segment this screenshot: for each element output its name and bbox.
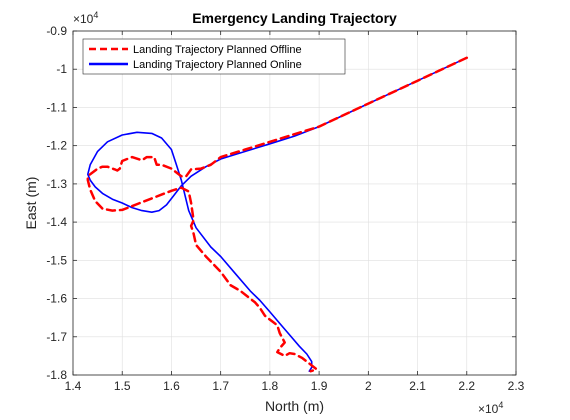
x-tick-label: 2 [365, 379, 372, 393]
x-tick-label: 1.9 [311, 379, 328, 393]
x-tick-label: 1.5 [114, 379, 131, 393]
legend-label-online: Landing Trajectory Planned Online [133, 59, 302, 71]
svg-text:×104: ×104 [478, 400, 503, 416]
x-tick-label: 1.8 [262, 379, 279, 393]
legend: Landing Trajectory Planned Offline Landi… [82, 38, 346, 75]
x-tick-label: 1.4 [65, 379, 82, 393]
legend-label-offline: Landing Trajectory Planned Offline [133, 44, 302, 56]
x-exponent-base: ×10 [478, 402, 499, 416]
y-exponent-power: 4 [93, 10, 98, 20]
legend-box [82, 38, 346, 75]
axes-frame [72, 30, 517, 376]
x-exponent: ×104 [478, 400, 503, 416]
x-tick-label: 2.1 [409, 379, 426, 393]
svg-text:×104: ×104 [73, 10, 98, 26]
y-exponent-base: ×10 [73, 12, 94, 26]
y-exponent: ×104 [73, 10, 98, 26]
series-group [86, 56, 469, 373]
trajectory-offline-line [86, 56, 469, 373]
chart-title: Emergency Landing Trajectory [192, 10, 397, 26]
y-axis-label: East (m) [23, 177, 39, 230]
y-tick-label: -1.7 [46, 330, 67, 344]
x-tick-label: 1.7 [212, 379, 229, 393]
y-tick-label: -1.1 [46, 100, 67, 114]
y-tick-label: -1.4 [46, 215, 67, 229]
x-tick-label: 1.6 [163, 379, 180, 393]
x-exponent-power: 4 [498, 400, 503, 410]
ticks: 1.4 1.5 1.6 1.7 1.8 1.9 2 2.1 2.2 2.3 -0.9 -1 -1.1 -1… [46, 24, 524, 393]
plot-area [73, 31, 516, 375]
y-tick-label: -1.6 [46, 292, 67, 306]
y-tick-label: -1.2 [46, 139, 67, 153]
y-tick-label: -1 [56, 62, 67, 76]
x-tick-label: 2.3 [508, 379, 525, 393]
y-tick-label: -1.5 [46, 253, 67, 267]
y-tick-label: -0.9 [46, 24, 67, 38]
trajectory-online-line [87, 56, 468, 373]
x-axis-label: North (m) [265, 398, 324, 414]
x-tick-label: 2.2 [458, 379, 475, 393]
y-tick-label: -1.8 [46, 368, 67, 382]
y-tick-label: -1.3 [46, 177, 67, 191]
